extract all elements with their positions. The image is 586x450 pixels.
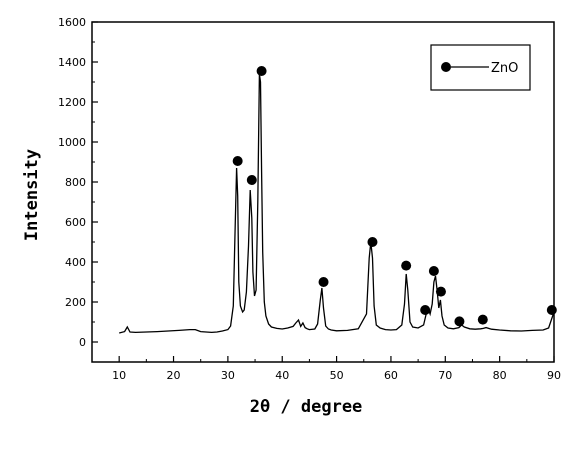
- y-tick-label: 1000: [58, 136, 86, 149]
- y-tick-label: 1400: [58, 56, 86, 69]
- x-tick-label: 20: [167, 369, 181, 382]
- peak-marker: [318, 277, 329, 287]
- peak-marker: [401, 260, 412, 271]
- plot-frame: [91, 21, 555, 363]
- legend: ZnO: [430, 44, 531, 91]
- y-tick-label: 600: [65, 216, 86, 229]
- peak-marker: [246, 175, 257, 185]
- y-tick-label: 800: [65, 176, 86, 189]
- peak-marker: [420, 305, 431, 315]
- peak-marker: [454, 316, 465, 327]
- x-tick-label: 70: [438, 369, 452, 382]
- y-tick-label: 200: [65, 296, 86, 309]
- x-tick-label: 90: [547, 369, 561, 382]
- legend-marker-icon: [441, 62, 451, 72]
- peak-marker: [232, 156, 243, 166]
- peak-marker: [367, 237, 378, 247]
- y-tick-label: 400: [65, 256, 86, 269]
- x-tick-label: 30: [221, 369, 235, 382]
- legend-label: ZnO: [491, 61, 518, 76]
- peak-marker: [435, 286, 446, 297]
- y-tick-label: 1600: [58, 16, 86, 29]
- y-axis-label: Intensity: [22, 149, 42, 241]
- y-tick-label: 1200: [58, 96, 86, 109]
- y-tick-label: 0: [79, 336, 86, 349]
- x-tick-label: 10: [112, 369, 126, 382]
- peak-marker: [256, 66, 267, 76]
- x-tick-label: 50: [330, 369, 344, 382]
- axis-tick-labels: 10 20 30 40 50 60 70 80 90 0 200 400 600 800 1000 1200 1…: [58, 16, 561, 382]
- x-tick-label: 60: [384, 369, 398, 382]
- peak-marker: [546, 305, 557, 315]
- axis-ticks: [91, 21, 555, 362]
- peak-marker: [477, 314, 488, 325]
- x-tick-label: 40: [275, 369, 289, 382]
- x-tick-label: 80: [493, 369, 507, 382]
- peak-markers: [232, 66, 557, 327]
- peak-marker: [428, 266, 439, 276]
- series-line-zno: [119, 73, 555, 334]
- x-axis-label: 2θ / degree: [250, 397, 363, 417]
